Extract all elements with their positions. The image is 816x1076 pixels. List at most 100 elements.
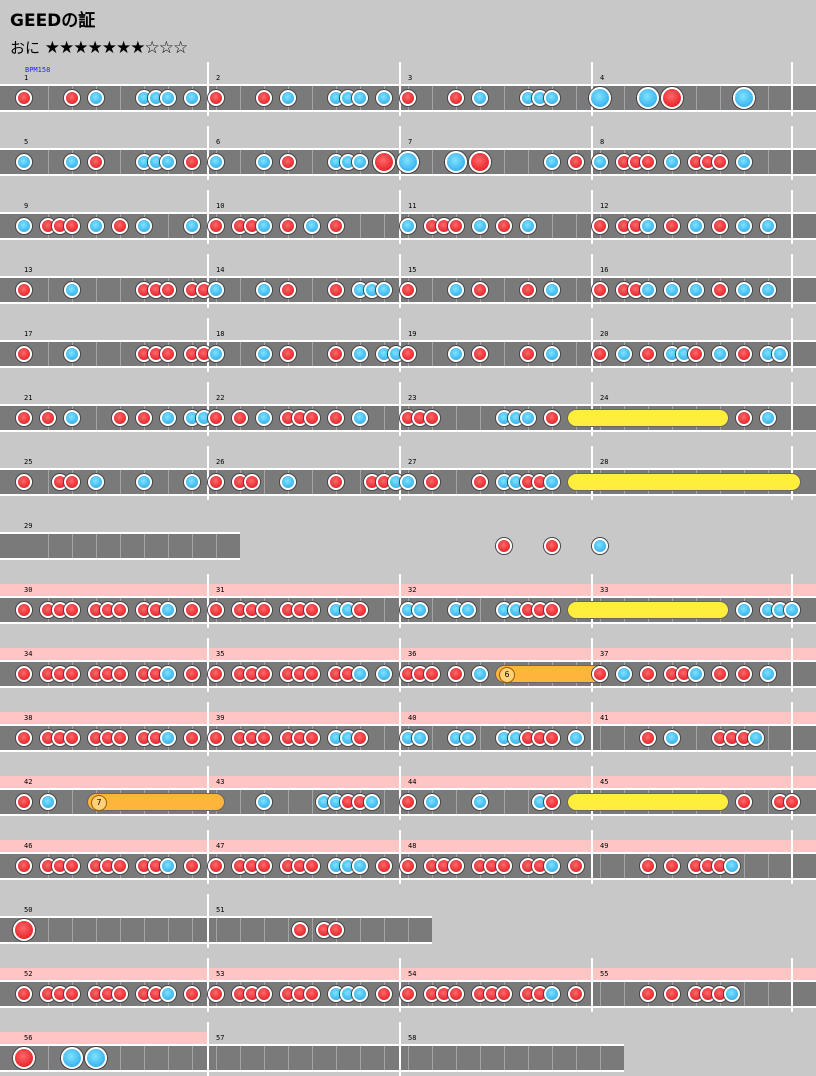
beat-line [384,598,385,622]
bar-line [207,190,209,244]
ka-note [352,90,368,106]
ka-note [448,346,464,362]
beat-line [408,1046,409,1070]
ka-note [760,282,776,298]
ka-note [736,602,752,618]
drumroll-note [567,601,729,619]
don-note [592,346,608,362]
don-note [184,602,200,618]
beat-line [120,150,121,174]
beat-line [96,406,97,430]
beat-line [456,470,457,494]
bar-line [591,702,593,756]
beat-line [432,726,433,750]
ka-note [136,218,152,234]
beat-line [576,214,577,238]
beat-line [480,726,481,750]
measure-number: 25 [24,458,33,466]
measure-number: 20 [600,330,609,338]
bar-line [207,446,209,500]
beat-line [456,790,457,814]
beat-line [504,86,505,110]
don-note [16,474,32,490]
ka-note [64,282,80,298]
ka-note [472,666,488,682]
measure-number: 29 [24,522,33,530]
don-note [376,986,392,1002]
ka-note [208,346,224,362]
measure-number: 1 [24,74,29,82]
don-note [256,730,272,746]
ka-note [256,410,272,426]
beat-line [192,534,193,558]
ka-note [184,90,200,106]
beat-line [768,790,769,814]
ka-note [256,282,272,298]
beat-line [768,854,769,878]
don-note [304,730,320,746]
ka-note [784,602,800,618]
measure-number: 5 [24,138,29,146]
don-note [256,602,272,618]
bar-line [399,638,401,692]
beat-line [480,1046,481,1070]
beat-line [432,150,433,174]
measure-number: 57 [216,1034,225,1042]
don-note [136,410,152,426]
measure-number: 52 [24,970,33,978]
difficulty-label: おに [10,39,41,57]
beat-line [384,790,385,814]
don-note [712,282,728,298]
ka-note [736,154,752,170]
don-note [16,794,32,810]
don-note [736,346,752,362]
beat-line [576,1046,577,1070]
beat-line [192,918,193,942]
beat-line [624,982,625,1006]
beat-line [168,1046,169,1070]
don-note [496,858,512,874]
beat-line [168,214,169,238]
beat-line [96,534,97,558]
measure-number: 4 [600,74,605,82]
ka-note [256,794,272,810]
don-note [400,346,416,362]
measure-number: 22 [216,394,225,402]
don-note [568,858,584,874]
bar-line [207,1022,209,1076]
ka-note [748,730,764,746]
don-note [280,282,296,298]
don-note [184,986,200,1002]
ka-note [364,794,380,810]
beat-line [312,150,313,174]
don-note [64,986,80,1002]
don-note [256,666,272,682]
ka-note [352,858,368,874]
don-note [304,666,320,682]
beat-line [312,918,313,942]
measure-number: 43 [216,778,225,786]
bar-line [591,254,593,308]
beat-line [432,342,433,366]
measure-number: 17 [24,330,33,338]
beat-line [384,918,385,942]
don-note [280,218,296,234]
ka-note [424,794,440,810]
beat-line [240,278,241,302]
balloon-count: 6 [499,667,515,683]
ka-big-note [397,151,419,173]
beat-line [48,150,49,174]
don-big-note [13,919,35,941]
don-note [112,410,128,426]
bar-line [591,126,593,180]
beat-line [600,982,601,1006]
bar-line [791,126,793,180]
ka-note [688,282,704,298]
beat-line [432,86,433,110]
ka-note [724,986,740,1002]
measure-number: 27 [408,458,417,466]
bar-line [207,830,209,884]
ka-note [664,282,680,298]
don-note [208,602,224,618]
ka-note [592,154,608,170]
